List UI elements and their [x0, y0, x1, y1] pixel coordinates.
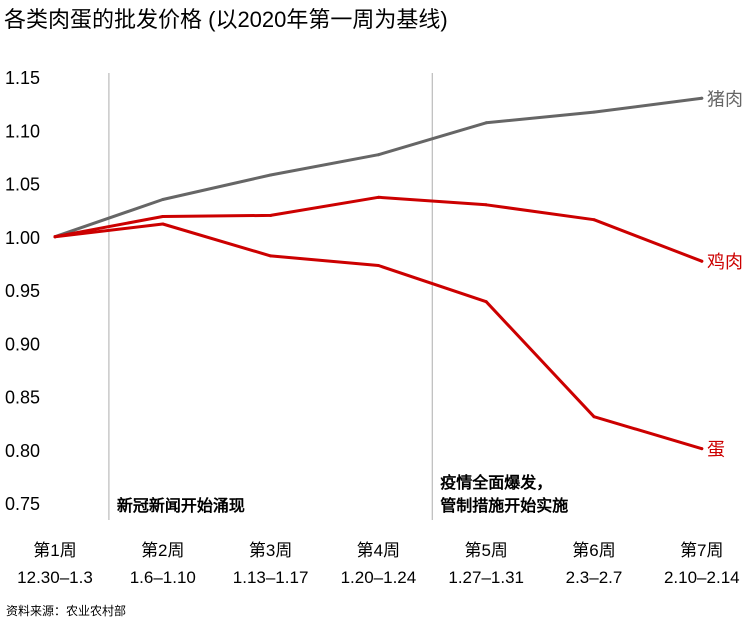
- y-tick-label: 0.95: [5, 281, 40, 301]
- x-tick-dates: 12.30–1.3: [17, 568, 93, 587]
- x-axis-ticks: 第1周 12.30–1.3 第2周 1.6–1.10 第3周 1.13–1.17 第4周 1.…: [17, 541, 739, 587]
- series-label: 猪肉: [707, 89, 743, 109]
- x-tick-week: 第4周: [357, 541, 400, 560]
- y-tick-label: 1.10: [5, 121, 40, 141]
- x-tick-week: 第5周: [464, 541, 507, 560]
- data-point: [592, 218, 596, 222]
- y-tick-label: 0.80: [5, 441, 40, 461]
- data-point: [592, 110, 596, 114]
- data-point: [161, 197, 165, 201]
- data-point: [161, 222, 165, 226]
- x-tick-week: 第7周: [680, 541, 723, 560]
- series-line: [53, 195, 704, 263]
- x-tick-dates: 1.27–1.31: [448, 568, 524, 587]
- chart-title: 各类肉蛋的批发价格 (以2020年第一周为基线): [4, 7, 448, 32]
- x-tick-week: 第6周: [572, 541, 615, 560]
- annotation-text: 管制措施开始实施: [440, 496, 568, 515]
- x-tick-dates: 1.20–1.24: [341, 568, 417, 587]
- x-tick-dates: 2.3–2.7: [566, 568, 623, 587]
- line-chart: 1.15 1.10 1.05 1.00 0.95 0.90 0.85 0.80 0.75 第1周…: [5, 68, 743, 587]
- event-lines: [108, 73, 433, 520]
- y-tick-label: 1.05: [5, 175, 40, 195]
- data-point: [592, 415, 596, 419]
- y-tick-label: 1.15: [5, 68, 40, 88]
- series-label: 鸡肉: [707, 252, 743, 272]
- data-point: [700, 96, 704, 100]
- data-point: [700, 447, 704, 451]
- data-point: [376, 264, 380, 268]
- x-tick-dates: 1.13–1.17: [233, 568, 309, 587]
- y-tick-label: 0.75: [5, 494, 40, 514]
- x-tick-dates: 1.6–1.10: [130, 568, 196, 587]
- data-point: [376, 153, 380, 157]
- x-tick-week: 第3周: [249, 541, 292, 560]
- y-tick-label: 0.90: [5, 334, 40, 354]
- annotation-text: 新冠新闻开始涌现: [117, 496, 245, 515]
- data-point: [376, 195, 380, 199]
- data-point: [269, 213, 273, 217]
- y-tick-label: 0.85: [5, 388, 40, 408]
- series-line: [53, 222, 704, 451]
- series-line: [53, 96, 704, 239]
- data-point: [484, 300, 488, 304]
- x-tick-week: 第2周: [141, 541, 184, 560]
- x-tick-week: 第1周: [33, 541, 76, 560]
- source-note: 资料来源：农业农村部: [6, 604, 127, 618]
- annotations: 新冠新闻开始涌现 疫情全面爆发， 管制措施开始实施: [117, 473, 568, 515]
- data-point: [53, 235, 57, 239]
- data-point: [484, 203, 488, 207]
- data-point: [484, 121, 488, 125]
- data-point: [161, 215, 165, 219]
- data-point: [700, 259, 704, 263]
- series-label: 蛋: [707, 440, 725, 460]
- x-tick-dates: 2.10–2.14: [664, 568, 740, 587]
- data-point: [269, 254, 273, 258]
- annotation-text: 疫情全面爆发，: [440, 473, 552, 492]
- y-axis-ticks: 1.15 1.10 1.05 1.00 0.95 0.90 0.85 0.80 0.75: [5, 68, 40, 514]
- y-tick-label: 1.00: [5, 228, 40, 248]
- data-point: [269, 173, 273, 177]
